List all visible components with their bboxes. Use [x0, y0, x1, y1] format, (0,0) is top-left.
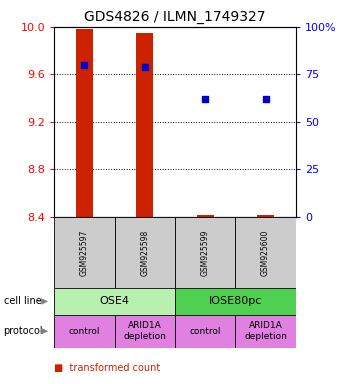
- Bar: [115, 217, 175, 288]
- Bar: [76, 29, 93, 217]
- Text: GSM925598: GSM925598: [140, 229, 149, 276]
- Text: protocol: protocol: [4, 326, 43, 336]
- Bar: [136, 33, 153, 217]
- Bar: [175, 217, 235, 288]
- Bar: [197, 215, 214, 217]
- Bar: [54, 288, 175, 315]
- Bar: [175, 288, 296, 315]
- Text: ARID1A
depletion: ARID1A depletion: [123, 321, 166, 341]
- Bar: [235, 315, 296, 348]
- Text: IOSE80pc: IOSE80pc: [209, 296, 262, 306]
- Text: OSE4: OSE4: [100, 296, 130, 306]
- Text: control: control: [189, 327, 221, 336]
- Bar: [175, 315, 235, 348]
- Text: GSM925597: GSM925597: [80, 229, 89, 276]
- Point: [82, 62, 87, 68]
- Bar: [115, 315, 175, 348]
- Text: ■  transformed count: ■ transformed count: [54, 363, 161, 373]
- Text: ARID1A
depletion: ARID1A depletion: [244, 321, 287, 341]
- Bar: [54, 217, 115, 288]
- Text: cell line: cell line: [4, 296, 41, 306]
- Text: GSM925599: GSM925599: [201, 229, 210, 276]
- Text: GSM925600: GSM925600: [261, 229, 270, 276]
- Bar: [54, 315, 115, 348]
- Bar: [235, 217, 296, 288]
- Text: control: control: [69, 327, 100, 336]
- Point: [202, 96, 208, 102]
- Title: GDS4826 / ILMN_1749327: GDS4826 / ILMN_1749327: [84, 10, 266, 25]
- Point: [263, 96, 268, 102]
- Point: [142, 64, 148, 70]
- Bar: [257, 215, 274, 217]
